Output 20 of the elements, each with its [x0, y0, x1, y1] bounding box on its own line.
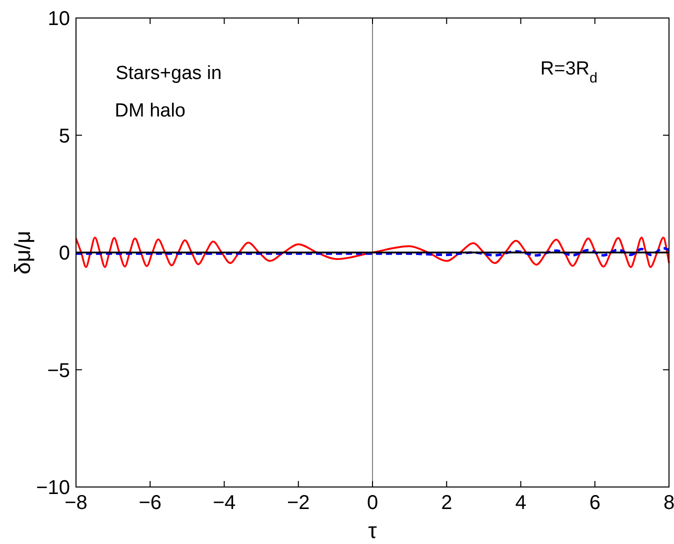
x-tick-label: 0 — [366, 492, 378, 514]
x-tick-label: 4 — [515, 492, 526, 514]
y-tick-label: 10 — [48, 8, 70, 30]
x-tick-label: −2 — [286, 492, 310, 514]
x-tick-label: −6 — [138, 492, 162, 514]
annotation: R=3R$_{d}$ — [540, 58, 598, 86]
line-series — [75, 236, 670, 268]
y-tick-label: −10 — [36, 477, 70, 499]
x-tick-label: 6 — [589, 492, 600, 514]
x-tick-label: −4 — [212, 492, 236, 514]
annotation: DM halo — [114, 100, 186, 122]
y-tick-label: −5 — [47, 360, 70, 382]
y-axis-title: δμ/μ — [10, 230, 35, 274]
y-tick-label: 5 — [58, 125, 70, 148]
annotation: Stars+gas in — [116, 62, 222, 84]
x-axis-title: τ — [368, 518, 378, 543]
x-tick-label: 2 — [441, 492, 452, 514]
x-tick-label: 8 — [663, 492, 674, 514]
y-tick-label: 0 — [58, 242, 70, 264]
line-series — [74, 247, 670, 257]
